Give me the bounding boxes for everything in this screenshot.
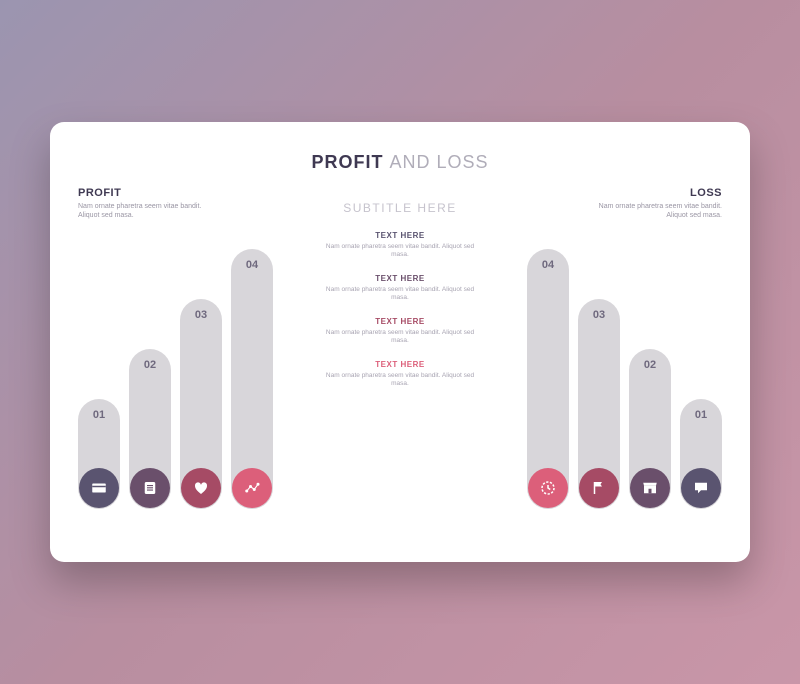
profit-label: PROFIT Nam ornate pharetra seem vitae ba… <box>78 187 218 220</box>
bar-number: 01 <box>78 409 120 421</box>
block-title: TEXT HERE <box>320 317 480 326</box>
heart-icon <box>181 468 221 508</box>
center-block-0: TEXT HERE Nam ornate pharetra seem vitae… <box>320 231 480 260</box>
center-column: SUBTITLE HERE TEXT HERE Nam ornate phare… <box>320 201 480 403</box>
speech-icon <box>681 468 721 508</box>
profit-bar-02: 02 <box>129 349 171 509</box>
loss-label: LOSS Nam ornate pharetra seem vitae band… <box>582 187 722 220</box>
flag-icon <box>579 468 619 508</box>
profit-desc: Nam ornate pharetra seem vitae bandit. A… <box>78 202 218 220</box>
chart-stage: PROFIT Nam ornate pharetra seem vitae ba… <box>78 181 722 531</box>
title-bold: PROFIT <box>311 152 383 172</box>
clock-icon <box>528 468 568 508</box>
subtitle: SUBTITLE HERE <box>320 201 480 215</box>
center-block-2: TEXT HERE Nam ornate pharetra seem vitae… <box>320 317 480 346</box>
block-body: Nam ornate pharetra seem vitae bandit. A… <box>320 372 480 389</box>
block-title: TEXT HERE <box>320 360 480 369</box>
profit-heading: PROFIT <box>78 187 218 199</box>
loss-desc: Nam ornate pharetra seem vitae bandit. A… <box>582 202 722 220</box>
block-title: TEXT HERE <box>320 231 480 240</box>
bar-number: 01 <box>680 409 722 421</box>
title-light: AND LOSS <box>389 152 488 172</box>
bar-number: 03 <box>180 309 222 321</box>
profit-bar-01: 01 <box>78 399 120 509</box>
chart-icon <box>232 468 272 508</box>
list-icon <box>130 468 170 508</box>
bar-number: 02 <box>129 359 171 371</box>
bar-number: 04 <box>231 259 273 271</box>
profit-bars: 01 02 03 04 <box>78 249 273 509</box>
bar-number: 02 <box>629 359 671 371</box>
block-body: Nam ornate pharetra seem vitae bandit. A… <box>320 286 480 303</box>
loss-bar-01: 01 <box>680 399 722 509</box>
block-body: Nam ornate pharetra seem vitae bandit. A… <box>320 243 480 260</box>
loss-bar-04: 04 <box>527 249 569 509</box>
main-title: PROFIT AND LOSS <box>78 152 722 173</box>
infographic-card: PROFIT AND LOSS PROFIT Nam ornate pharet… <box>50 122 750 562</box>
profit-bar-03: 03 <box>180 299 222 509</box>
bar-number: 03 <box>578 309 620 321</box>
block-title: TEXT HERE <box>320 274 480 283</box>
loss-bar-03: 03 <box>578 299 620 509</box>
block-body: Nam ornate pharetra seem vitae bandit. A… <box>320 329 480 346</box>
card-icon <box>79 468 119 508</box>
loss-bars: 04 03 02 01 <box>527 249 722 509</box>
bar-number: 04 <box>527 259 569 271</box>
loss-bar-02: 02 <box>629 349 671 509</box>
loss-heading: LOSS <box>582 187 722 199</box>
profit-bar-04: 04 <box>231 249 273 509</box>
store-icon <box>630 468 670 508</box>
center-block-3: TEXT HERE Nam ornate pharetra seem vitae… <box>320 360 480 389</box>
center-block-1: TEXT HERE Nam ornate pharetra seem vitae… <box>320 274 480 303</box>
